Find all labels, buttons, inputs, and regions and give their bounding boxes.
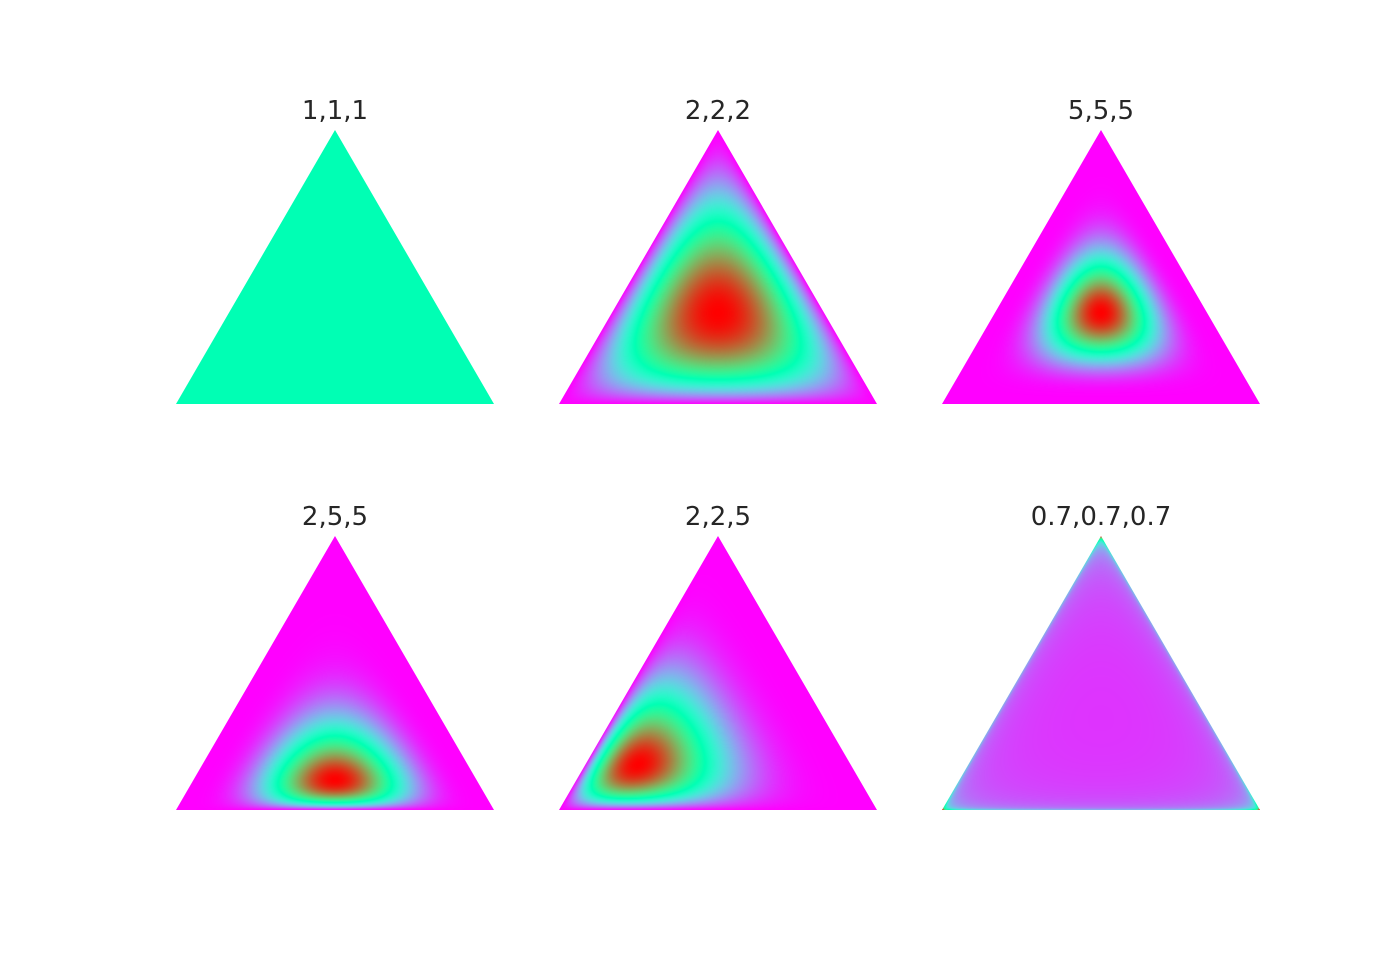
panel-4-density-heatmap xyxy=(176,536,494,810)
panel-6: 0.7,0.7,0.7 xyxy=(942,502,1260,810)
panel-1-title: 1,1,1 xyxy=(302,96,368,126)
panel-6-title: 0.7,0.7,0.7 xyxy=(1031,502,1172,532)
panel-2-title: 2,2,2 xyxy=(685,96,751,126)
panel-1-density-heatmap xyxy=(176,130,494,404)
panel-5: 2,2,5 xyxy=(559,502,877,810)
panel-4-title: 2,5,5 xyxy=(302,502,368,532)
panel-5-title: 2,2,5 xyxy=(685,502,751,532)
panel-3: 5,5,5 xyxy=(942,96,1260,404)
panel-3-density-heatmap xyxy=(942,130,1260,404)
panel-3-title: 5,5,5 xyxy=(1068,96,1134,126)
panel-2: 2,2,2 xyxy=(559,96,877,404)
panel-4: 2,5,5 xyxy=(176,502,494,810)
panel-5-density-heatmap xyxy=(559,536,877,810)
panel-1: 1,1,1 xyxy=(176,96,494,404)
panel-6-density-heatmap xyxy=(942,536,1260,810)
panel-2-density-heatmap xyxy=(559,130,877,404)
